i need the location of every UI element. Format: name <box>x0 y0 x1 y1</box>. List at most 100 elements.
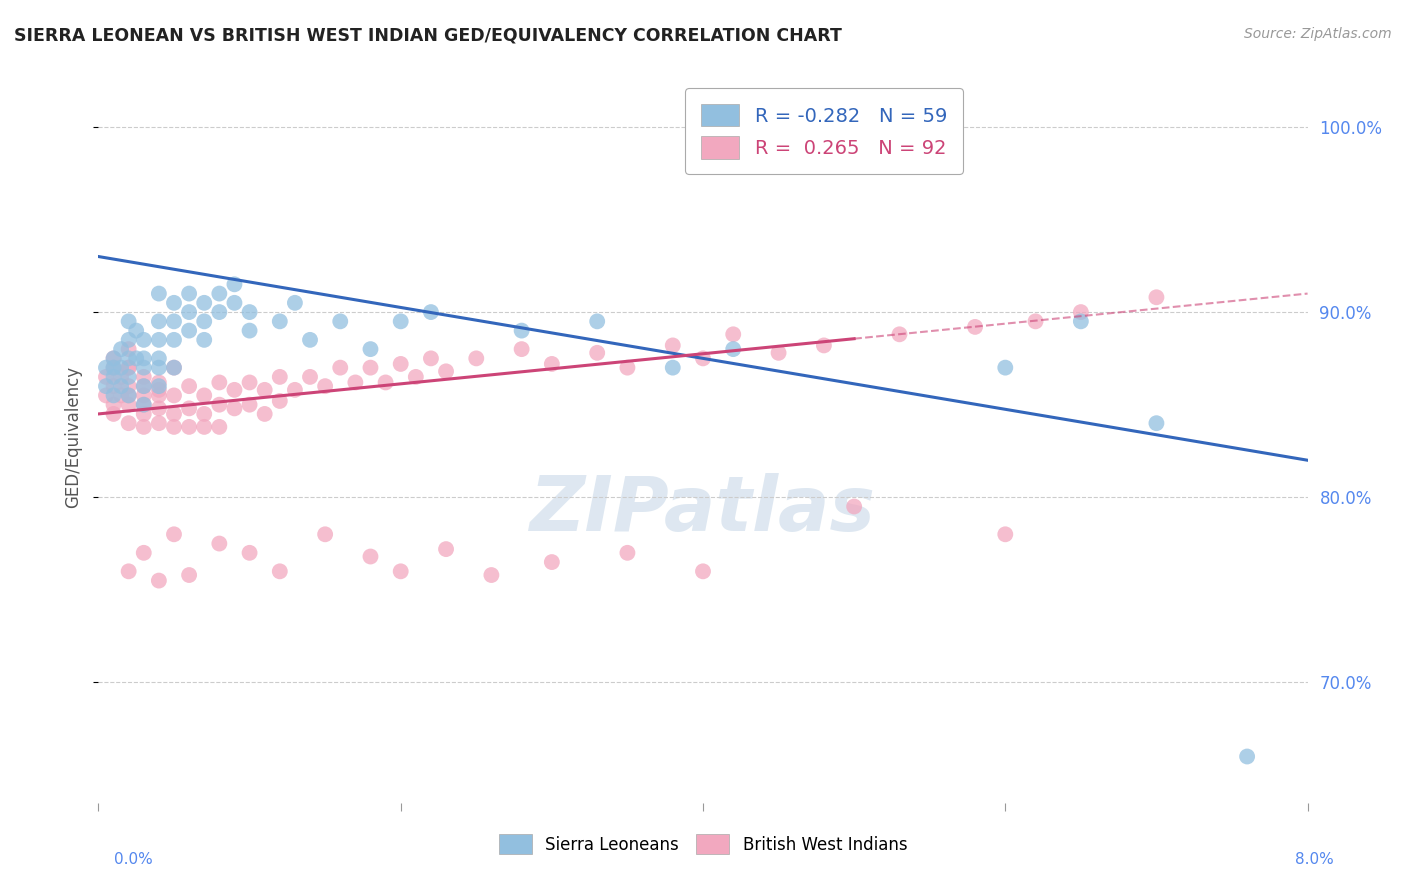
Point <box>179 379 201 393</box>
Point <box>586 314 609 328</box>
Point <box>374 376 396 390</box>
Point <box>692 351 714 366</box>
Point <box>118 314 141 328</box>
Point <box>1070 314 1092 328</box>
Point <box>148 379 170 393</box>
Point <box>163 420 186 434</box>
Point <box>314 379 336 393</box>
Point <box>118 351 141 366</box>
Point <box>132 407 155 421</box>
Point <box>994 527 1017 541</box>
Point <box>103 370 125 384</box>
Point <box>224 277 246 292</box>
Point <box>768 346 790 360</box>
Point <box>118 333 141 347</box>
Point <box>314 527 336 541</box>
Point <box>389 357 412 371</box>
Point <box>163 388 186 402</box>
Point <box>163 360 186 375</box>
Point <box>224 401 246 416</box>
Point <box>163 527 186 541</box>
Point <box>389 565 412 579</box>
Point <box>110 360 132 375</box>
Point <box>692 565 714 579</box>
Point <box>132 351 155 366</box>
Point <box>239 305 262 319</box>
Point <box>661 338 683 352</box>
Text: 8.0%: 8.0% <box>1295 852 1334 867</box>
Point <box>118 388 141 402</box>
Point <box>94 370 117 384</box>
Point <box>208 286 231 301</box>
Point <box>163 360 186 375</box>
Text: ZIPatlas: ZIPatlas <box>530 474 876 547</box>
Point <box>193 314 215 328</box>
Point <box>193 333 215 347</box>
Point <box>148 383 170 397</box>
Point <box>118 398 141 412</box>
Point <box>510 342 533 356</box>
Point <box>1070 305 1092 319</box>
Point <box>132 370 155 384</box>
Point <box>132 388 155 402</box>
Point <box>163 333 186 347</box>
Point <box>813 338 835 352</box>
Legend: Sierra Leoneans, British West Indians: Sierra Leoneans, British West Indians <box>492 828 914 860</box>
Point <box>118 388 141 402</box>
Point <box>125 351 148 366</box>
Point <box>1025 314 1047 328</box>
Point <box>118 565 141 579</box>
Point <box>420 305 443 319</box>
Point <box>284 383 307 397</box>
Point <box>586 346 609 360</box>
Point <box>465 351 488 366</box>
Point <box>179 305 201 319</box>
Point <box>148 388 170 402</box>
Point <box>179 324 201 338</box>
Point <box>118 416 141 430</box>
Point <box>329 314 352 328</box>
Text: SIERRA LEONEAN VS BRITISH WEST INDIAN GED/EQUIVALENCY CORRELATION CHART: SIERRA LEONEAN VS BRITISH WEST INDIAN GE… <box>14 27 842 45</box>
Point <box>269 370 291 384</box>
Point <box>132 379 155 393</box>
Point <box>110 342 132 356</box>
Point <box>179 568 201 582</box>
Point <box>193 420 215 434</box>
Point <box>481 568 503 582</box>
Point <box>208 536 231 550</box>
Point <box>110 388 132 402</box>
Point <box>148 314 170 328</box>
Point <box>269 394 291 409</box>
Point <box>405 370 427 384</box>
Point <box>118 360 141 375</box>
Point <box>103 351 125 366</box>
Point <box>434 542 457 557</box>
Point <box>163 295 186 310</box>
Point <box>148 351 170 366</box>
Point <box>239 376 262 390</box>
Point <box>148 333 170 347</box>
Point <box>118 360 141 375</box>
Point <box>193 295 215 310</box>
Point <box>103 360 125 375</box>
Point <box>103 398 125 412</box>
Point <box>103 407 125 421</box>
Point <box>616 360 638 375</box>
Point <box>844 500 866 514</box>
Point <box>420 351 443 366</box>
Point <box>239 546 262 560</box>
Point <box>510 324 533 338</box>
Point <box>103 360 125 375</box>
Point <box>269 565 291 579</box>
Point <box>179 401 201 416</box>
Point <box>148 286 170 301</box>
Text: Source: ZipAtlas.com: Source: ZipAtlas.com <box>1244 27 1392 41</box>
Point <box>723 342 745 356</box>
Point <box>224 383 246 397</box>
Point <box>148 401 170 416</box>
Point <box>163 314 186 328</box>
Point <box>118 379 141 393</box>
Point <box>132 379 155 393</box>
Point <box>208 376 231 390</box>
Point <box>389 314 412 328</box>
